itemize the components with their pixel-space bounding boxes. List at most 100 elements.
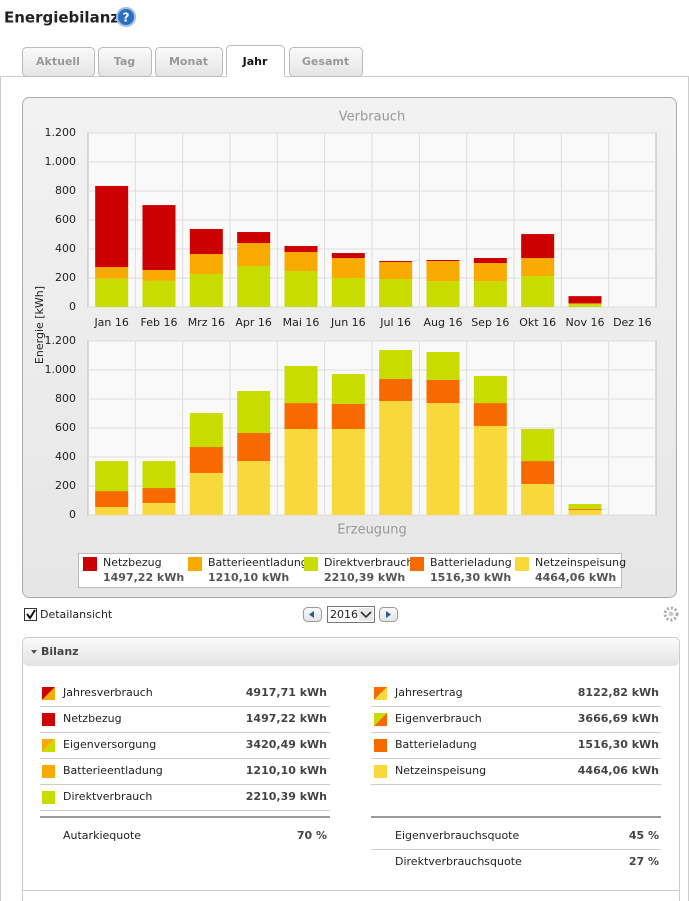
y-tick-label: 200 [55,479,76,492]
bar-segment [473,263,507,282]
bar-segment [142,488,176,503]
bar-segment [284,403,318,430]
tab-label: Tag [114,55,135,68]
bar-segment [142,502,176,515]
bar-segment [473,375,507,404]
legend-total: 1210,10 kWh [208,571,289,584]
x-tick-label: Nov 16 [566,316,605,329]
row-value: 3420,49 kWh [246,738,327,751]
quote-value: 45 % [629,829,659,842]
y-tick-label: 1.200 [45,126,77,139]
row-value: 8122,82 kWh [578,686,659,699]
bar-segment [284,365,318,404]
tab[interactable] [22,47,95,77]
bar-segment [331,278,365,307]
chart-title: Erzeugung [337,523,407,538]
bar-segment [379,378,413,402]
legend-total: 1516,30 kWh [430,571,511,584]
x-tick-label: Dez 16 [613,316,652,329]
bar-segment [426,380,460,404]
bar-segment [95,267,129,279]
x-tick-label: Mai 16 [283,316,320,329]
bar-segment [95,507,129,515]
bar-segment [284,429,318,515]
y-tick-label: 800 [55,392,76,405]
y-tick-label: 800 [55,184,76,197]
x-tick-label: Okt 16 [519,316,556,329]
bar-segment [473,425,507,515]
bar-segment [142,270,176,281]
row-value: 3666,69 kWh [578,712,659,725]
quote-label: Direktverbrauchsquote [395,855,522,868]
checkmark [26,609,36,620]
page-title: Energiebilanz [4,9,119,27]
year-value: 2016 [330,608,358,621]
bar-segment [284,252,318,272]
help-icon[interactable] [116,7,136,27]
y-tick-label: 200 [55,271,76,284]
tab[interactable] [289,47,363,77]
bar-segment [521,483,555,515]
bar-segment [426,403,460,515]
bar-segment [189,446,223,473]
bar-segment [331,403,365,430]
y-tick-label: 1.200 [45,334,77,347]
x-tick-label: Apr 16 [235,316,272,329]
legend-swatch [83,557,97,571]
y-tick-label: 600 [55,213,76,226]
row-label: Batterieentladung [63,764,163,777]
bar-segment [331,253,365,258]
help-glyph: ? [123,11,130,25]
tab-label: Aktuell [36,55,80,68]
bar-segment [379,349,413,379]
bar-segment [568,509,602,511]
bar-segment [284,271,318,307]
bar-segment [473,257,507,264]
collapse-arrow [31,650,37,654]
bar-segment [331,374,365,404]
legend-total: 1497,22 kWh [103,571,184,584]
row-value: 2210,39 kWh [246,790,327,803]
bar-segment [568,510,602,515]
bar-segment [379,401,413,515]
prev-arrow [309,611,314,618]
y-tick-label: 400 [55,242,76,255]
bilanz-title: Bilanz [41,645,79,658]
settings-icon[interactable] [663,606,679,622]
legend-box [78,553,622,588]
row-icon [42,765,55,778]
y-tick-label: 600 [55,421,76,434]
bar-segment [189,273,223,307]
bar-segment [379,262,413,280]
bar-segment [473,403,507,426]
bar-segment [284,245,318,253]
x-tick-label: Jul 16 [379,316,411,329]
legend-swatch [188,557,202,571]
bar-segment [95,461,129,492]
row-icon [42,713,55,726]
tab[interactable] [155,47,223,77]
bar-segment [379,279,413,307]
bar-segment [568,304,602,307]
bar-segment [331,429,365,515]
quote-label: Autarkiequote [63,829,141,842]
x-tick-label: Aug 16 [424,316,463,329]
row-label: Batterieladung [395,738,477,751]
bar-segment [426,281,460,307]
legend-swatch [304,557,318,571]
bar-segment [521,429,555,462]
row-label: Eigenverbrauch [395,712,482,725]
x-tick-label: Jan 16 [93,316,128,329]
legend-swatch [410,557,424,571]
bar-segment [426,352,460,381]
tab[interactable] [98,47,152,77]
bar-segment [189,228,223,255]
bilanz-header[interactable] [23,638,679,666]
y-tick-label: 0 [69,300,76,313]
tab-joint [227,75,284,78]
row-icon [374,739,387,752]
bar-segment [142,205,176,271]
bar-segment [521,461,555,484]
tab-label: Monat [169,55,208,68]
